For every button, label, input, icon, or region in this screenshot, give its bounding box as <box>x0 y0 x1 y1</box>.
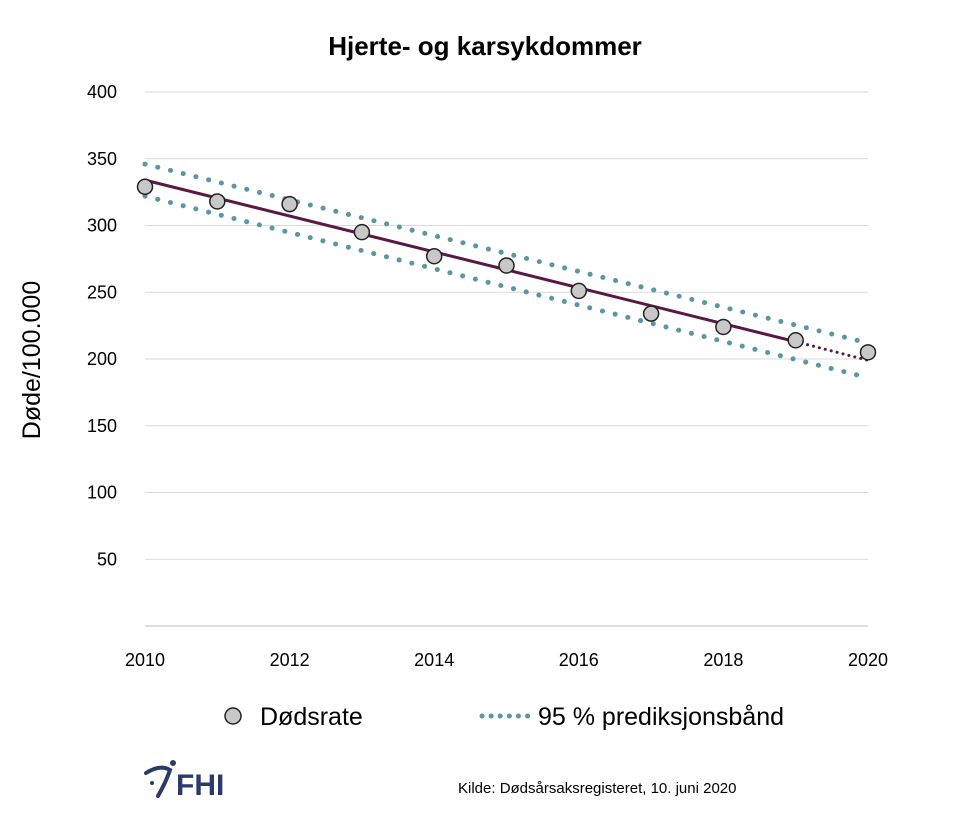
data-point <box>498 257 515 274</box>
logo-text: FHI <box>176 769 224 802</box>
y-tick-label: 350 <box>87 149 117 169</box>
y-tick-label: 50 <box>97 549 117 569</box>
x-tick-label: 2018 <box>703 650 743 670</box>
series <box>136 161 877 381</box>
data-point <box>570 282 588 300</box>
data-point <box>136 178 154 196</box>
data-point <box>642 305 660 322</box>
data-point <box>425 247 443 265</box>
legend-label-band: 95 % prediksjonsbånd <box>538 703 784 731</box>
legend: Dødsrate 95 % prediksjonsbånd <box>224 703 784 731</box>
x-tick-label: 2016 <box>559 650 599 670</box>
y-tick-label: 300 <box>87 216 117 236</box>
data-point <box>281 195 298 213</box>
data-point <box>787 332 804 349</box>
legend-label-dodsrate: Dødsrate <box>260 703 363 731</box>
y-tick-label: 400 <box>87 82 117 102</box>
prediction-band-line <box>142 161 871 346</box>
grid <box>145 91 868 627</box>
x-tick-label: 2010 <box>125 650 165 670</box>
data-point <box>715 318 732 336</box>
y-tick-label: 150 <box>87 416 117 436</box>
chart-title: Hjerte- og karsykdommer <box>328 31 642 61</box>
y-tick-label: 250 <box>87 282 117 302</box>
x-ticks: 2010 2012 2014 2016 2018 2020 <box>125 650 888 670</box>
trend-line <box>143 178 798 344</box>
y-tick-label: 200 <box>87 349 117 369</box>
y-tick-label: 100 <box>87 483 117 503</box>
data-point <box>209 193 226 210</box>
y-axis-label: Døde/100.000 <box>18 281 46 439</box>
fhi-logo: FHI <box>144 760 224 802</box>
prediction-band-line <box>142 193 871 381</box>
x-tick-label: 2020 <box>848 650 888 670</box>
y-ticks: 50 100 150 200 250 300 350 400 <box>87 82 117 569</box>
trend-forecast-line <box>794 340 870 362</box>
x-tick-label: 2012 <box>270 650 310 670</box>
data-point <box>859 344 877 361</box>
legend-marker-dodsrate <box>224 707 242 725</box>
x-tick-label: 2014 <box>414 650 454 670</box>
source-note: Kilde: Dødsårsaksregisteret, 10. juni 20… <box>458 780 736 797</box>
data-point <box>353 223 371 241</box>
